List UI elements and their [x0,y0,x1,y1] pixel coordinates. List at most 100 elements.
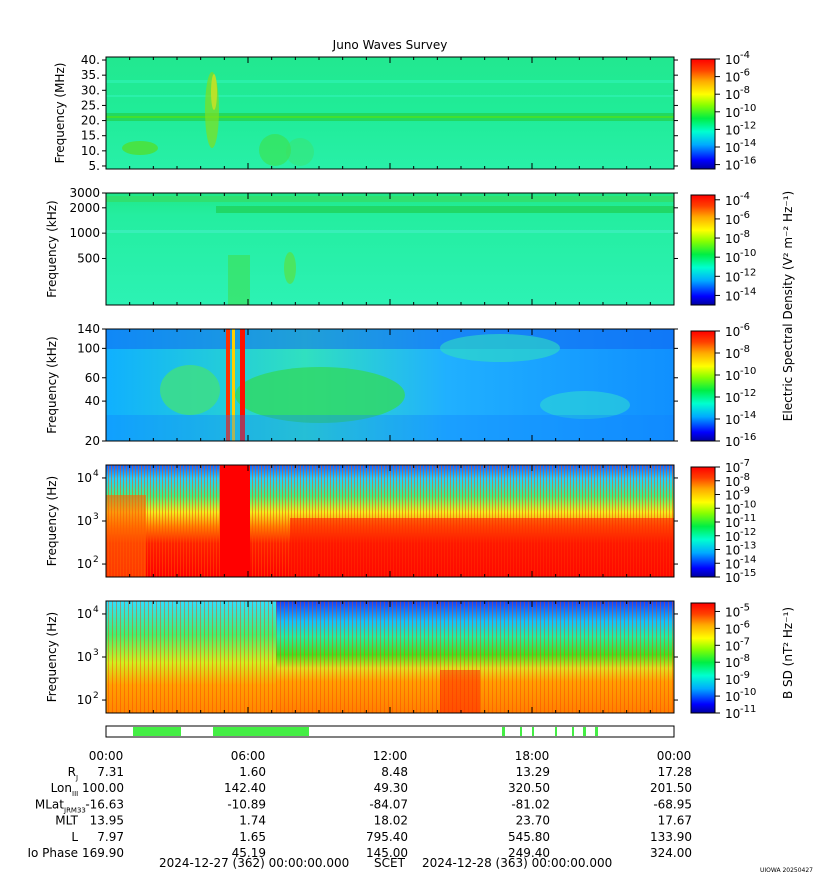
colorbar-tick-base: 10 [725,141,740,155]
colorbar-tick-base: 10 [725,605,740,619]
colorbar-tick-exponent: -8 [740,229,750,240]
end-time: 2024-12-28 (363) 00:00:00.000 [422,856,612,870]
y-tick-label: 100 [77,341,100,355]
y-axis-label: Frequency (Hz) [45,476,59,567]
row-label: MLat [35,797,64,811]
colorbar-tick-exponent: -14 [740,554,756,565]
row-label-subscript: J [75,774,78,782]
colorbar-tick-exponent: -12 [740,388,756,399]
start-time: 2024-12-27 (362) 00:00:00.000 [159,856,349,870]
colorbar-tick-exponent: -8 [740,344,750,355]
colorbar-tick-exponent: -6 [740,322,750,333]
spectrogram-2 [106,193,674,305]
colorbar-tick-exponent: -10 [740,366,756,377]
y-tick-label: 10 [77,557,92,571]
colorbar-tick-base: 10 [725,251,740,265]
y-tick-label: 10. [81,144,100,158]
y-tick-label: 60 [85,371,100,385]
row-value: 100.00 [82,781,124,795]
row-label-subscript: JRM33 [63,806,86,814]
ephemeris-table: 00:00 06:00 12:00 18:00 00:00 R J 7.31 1.60 8.48 1… [27,749,692,860]
colorbar-tick-exponent: -10 [740,687,756,698]
row-value: 7.97 [97,830,124,844]
colorbar-tick-base: 10 [725,502,740,516]
y-tick-exponent: 4 [93,469,99,479]
colorbar-tick-base: 10 [725,213,740,227]
colorbar-tick-exponent: -16 [740,432,756,443]
colorbar-tick-exponent: -7 [740,636,750,647]
colorbar-tick-base: 10 [725,571,740,585]
colorbar-tick-base: 10 [725,489,740,503]
row-value: 133.90 [650,830,692,844]
row-value: 1.74 [239,814,266,828]
y-tick-label: 2000 [69,201,100,215]
y-axis-label: Frequency (Hz) [45,612,59,703]
y-tick-label: 3000 [69,186,100,200]
spectrogram-4 [106,465,674,577]
row-label: Io Phase [27,846,78,860]
colorbar-tick-base: 10 [725,435,740,449]
colorbar-tick-exponent: -4 [740,191,750,202]
row-value: -16.63 [85,797,124,811]
colorbar-tick-exponent: -16 [740,156,756,167]
row-value: 142.40 [224,781,266,795]
colorbar-tick-base: 10 [725,656,740,670]
scet-label: SCET [374,856,406,870]
colorbar-tick-exponent: -6 [740,619,750,630]
figure-title: Juno Waves Survey [332,38,448,52]
colorbar-tick-exponent: -12 [740,120,756,131]
colorbar-tick-base: 10 [725,369,740,383]
colorbar-tick-exponent: -14 [740,286,756,297]
row-value: 145.00 [366,846,408,860]
colorbar-tick-exponent: -8 [740,472,750,483]
colorbar-tick-base: 10 [725,347,740,361]
spectrogram-5 [106,601,674,713]
y-tick-exponent: 2 [93,691,99,701]
colorbar-tick-base: 10 [725,475,740,489]
magnetic-colorbar-label: B SD (nT² Hz⁻¹) [781,607,795,699]
y-tick-label: 1000 [69,226,100,240]
y-tick-label: 35. [81,68,100,82]
colorbar-tick-exponent: -12 [740,267,756,278]
colorbar-tick-base: 10 [725,461,740,475]
y-tick-label: 30. [81,83,100,97]
y-tick-exponent: 3 [93,512,99,522]
colorbar-tick-base: 10 [725,673,740,687]
y-tick-label: 140 [77,322,100,336]
colorbar-tick-base: 10 [725,413,740,427]
y-tick-label: 500 [77,251,100,265]
colorbar-tick-exponent: -15 [740,568,756,579]
spectrogram-1 [106,57,674,169]
colorbar-tick-exponent: -8 [740,85,750,96]
row-value: 7.31 [97,765,124,779]
row-value: 1.65 [239,830,266,844]
footer-tag: UIOWA 20250427 [760,867,813,874]
colorbar-tick-base: 10 [725,557,740,571]
x-ticks-3 [105,329,675,441]
row-value: 169.90 [82,846,124,860]
colorbar-tick-base: 10 [725,194,740,208]
colorbar-tick-base: 10 [725,53,740,67]
row-value: -10.89 [227,797,266,811]
colorbar-tick-exponent: -6 [740,68,750,79]
colorbar-tick-base: 10 [725,159,740,173]
colorbar-tick-exponent: -10 [740,248,756,259]
y-tick-exponent: 2 [93,555,99,565]
row-value: 320.50 [508,781,550,795]
row-value: 8.48 [381,765,408,779]
y-tick-label: 40 [85,394,100,408]
y-tick-exponent: 3 [93,648,99,658]
colorbar-tick-base: 10 [725,707,740,721]
y-tick-label: 10 [77,607,92,621]
row-value: 201.50 [650,781,692,795]
row-label: R [68,765,76,779]
colorbar-tick-base: 10 [725,639,740,653]
x-ticks-4 [105,465,675,577]
colorbar-tick-base: 10 [725,325,740,339]
